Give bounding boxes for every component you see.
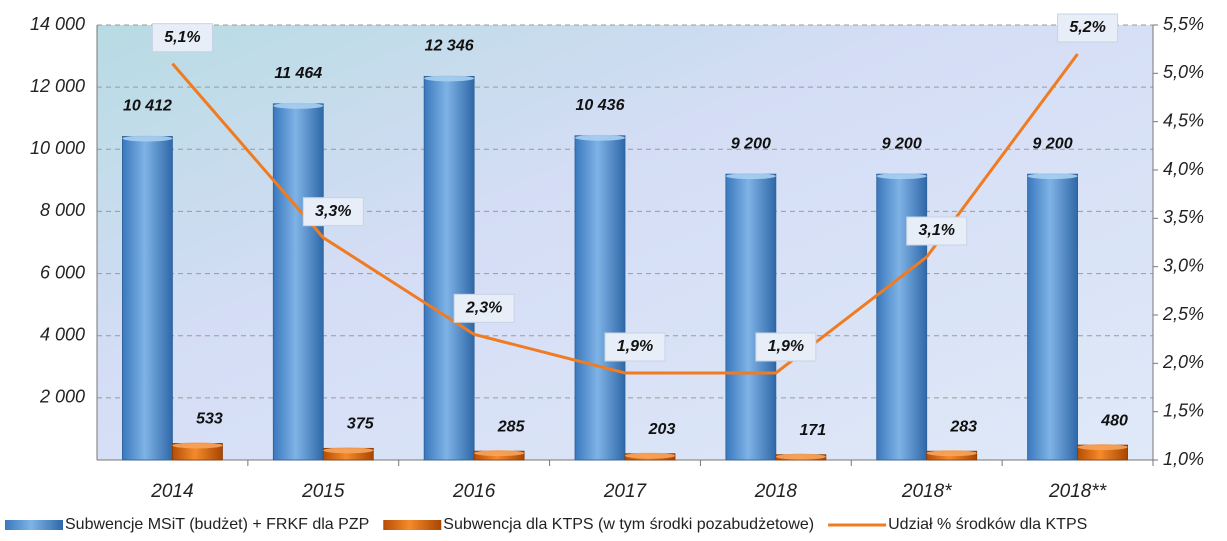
data-label: 171 [800,422,827,439]
data-label-box [604,332,666,362]
bar [1027,173,1078,461]
data-label: 375 [347,416,375,433]
data-label-box [453,293,515,323]
data-label: 533 [196,411,223,428]
data-label: 5,1% [164,29,200,46]
bar [574,135,626,461]
y2-tick-label: 1,5% [1163,400,1204,420]
x-tick-label: 2016 [452,481,496,502]
x-tick-label: 2017 [603,481,648,502]
bar-cap [1077,444,1128,451]
data-label: 10 412 [123,98,172,115]
y2-tick-label: 3,5% [1163,207,1204,227]
bar [272,103,324,461]
bar [423,75,475,461]
y2-tick-label: 1,0% [1163,449,1204,469]
data-label: 203 [648,421,676,438]
y-tick-label: 12 000 [30,76,85,96]
y2-tick-label: 5,0% [1163,62,1204,82]
bar-cap [273,102,324,109]
data-label: 1,9% [617,338,653,355]
bar-cap [725,173,776,180]
y-tick-label: 8 000 [40,200,85,220]
y2-tick-label: 4,0% [1163,159,1204,179]
legend-label: Udział % środków dla KTPS [888,516,1087,533]
line [171,53,1079,375]
legend-swatch [383,520,442,530]
data-label: 9 200 [731,135,771,152]
y2-tick-label: 3,0% [1163,255,1204,275]
y2-tick-label: 4,5% [1163,110,1204,130]
legend-swatch [5,520,63,530]
bar-cap [625,452,675,459]
y2-tick-label: 2,5% [1162,304,1204,324]
bar-cap [122,135,173,142]
y2-tick-label: 2,0% [1162,352,1204,372]
data-label: 2,3% [465,300,502,317]
data-label: 3,1% [918,222,954,239]
bar [725,173,777,461]
data-label-box [302,197,364,227]
y2-tick-label: 5,5% [1163,14,1204,34]
x-tick-label: 2018* [901,481,952,502]
data-label-box [755,332,817,362]
x-tick-label: 2014 [150,481,193,502]
bar-cap [775,453,826,460]
bar-cap [474,450,525,457]
bar-cap [424,75,475,82]
data-label-box [906,216,968,246]
data-label: 9 200 [1033,135,1073,152]
bar-cap [926,450,977,457]
data-label: 3,3% [315,203,351,220]
data-label: 1,9% [768,338,804,355]
data-label: 480 [1100,412,1128,429]
data-label: 10 436 [576,97,625,114]
data-label-box [1057,13,1119,43]
legend-label: Subwencja dla KTPS (w tym środki pozabud… [443,516,814,533]
y-tick-label: 10 000 [30,138,85,158]
y-tick-label: 6 000 [40,262,85,282]
x-tick-label: 2018 [754,481,798,502]
bar-cap [575,134,625,141]
y-tick-label: 2 000 [39,387,85,407]
legend-label: Subwencje MSiT (budżet) + FRKF dla PZP [65,516,369,533]
data-label: 12 346 [425,38,474,55]
x-tick-label: 2018** [1048,481,1107,502]
bar [122,136,173,461]
bar-cap [172,442,223,449]
bar-cap [323,447,374,454]
bar-cap [1027,173,1078,180]
data-label-box [151,23,213,53]
data-label: 285 [497,418,526,435]
data-label: 11 464 [274,65,322,82]
data-label: 9 200 [882,135,922,152]
data-label: 5,2% [1069,19,1105,36]
x-tick-label: 2015 [301,481,345,502]
y-tick-label: 4 000 [40,324,85,344]
y-tick-label: 14 000 [30,14,85,34]
bar-cap [876,173,927,180]
data-label: 283 [949,418,977,435]
